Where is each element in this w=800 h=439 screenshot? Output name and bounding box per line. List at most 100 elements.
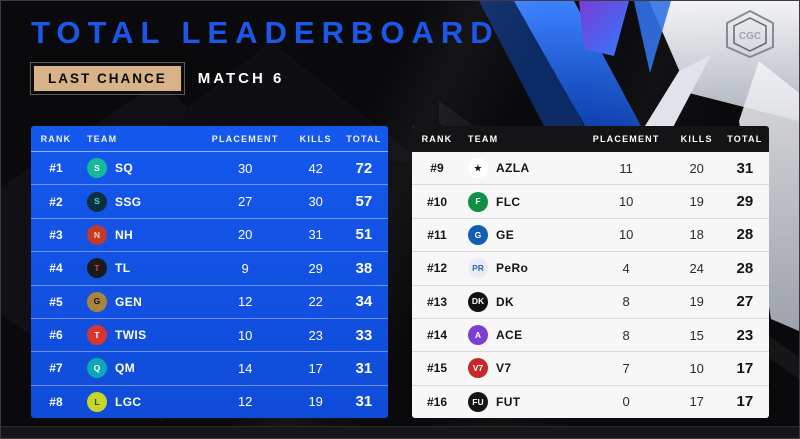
table-row: #7 Q QM 14 17 31 <box>31 351 388 384</box>
gen-logo: G <box>86 291 107 312</box>
kills-cell: 19 <box>689 294 704 310</box>
kills-cell: 19 <box>308 394 323 410</box>
subheader: LAST CHANCE MATCH 6 <box>30 62 284 95</box>
col-header-team: TEAM <box>86 133 118 144</box>
total-cell: 57 <box>355 193 373 211</box>
last-chance-badge: LAST CHANCE <box>30 62 185 95</box>
total-cell: 31 <box>736 159 754 177</box>
rank-cell: #12 <box>426 261 447 276</box>
ge-logo: G <box>467 224 488 245</box>
placement-cell: 10 <box>618 227 634 243</box>
team-cell: L LGC <box>81 391 199 412</box>
kills-cell: 22 <box>308 294 323 310</box>
rank-cell: #6 <box>49 328 63 343</box>
team-cell: F FLC <box>462 191 580 212</box>
team-cell: G GE <box>462 224 580 245</box>
kills-cell: 24 <box>689 260 704 276</box>
rank-cell: #2 <box>49 194 63 209</box>
fut-logo: FU <box>467 391 488 412</box>
team-name: PeRo <box>495 261 529 276</box>
rank-cell: #5 <box>49 294 63 309</box>
total-cell: 17 <box>736 393 754 411</box>
col-header-kills: KILLS <box>299 133 332 144</box>
leaderboard-table-ranks-9-16: RANK TEAM PLACEMENT KILLS TOTAL #9 ★ AZL… <box>412 126 769 418</box>
rank-cell: #3 <box>49 227 63 242</box>
rank-cell: #7 <box>49 361 63 376</box>
rank-cell: #14 <box>426 328 447 343</box>
v7-logo: V7 <box>467 358 488 379</box>
team-cell: V7 V7 <box>462 358 580 379</box>
rank-cell: #4 <box>49 261 63 276</box>
placement-cell: 11 <box>619 160 633 176</box>
total-cell: 34 <box>355 293 373 311</box>
kills-cell: 30 <box>308 194 323 210</box>
table-row: #6 T TWIS 10 23 33 <box>31 317 388 351</box>
kills-cell: 23 <box>308 327 323 343</box>
team-name: ACE <box>495 328 523 343</box>
team-name: QM <box>114 361 136 376</box>
team-cell: S SQ <box>81 158 199 179</box>
kills-cell: 31 <box>308 227 323 243</box>
leaderboard-tables: RANK TEAM PLACEMENT KILLS TOTAL #1 S SQ … <box>31 126 769 418</box>
placement-cell: 9 <box>241 260 249 276</box>
team-cell: Q QM <box>81 358 199 379</box>
kills-cell: 42 <box>308 160 323 176</box>
kills-cell: 19 <box>689 194 704 210</box>
table-row: #8 L LGC 12 19 31 <box>31 384 388 418</box>
team-name: SQ <box>114 161 134 176</box>
rank-cell: #1 <box>49 161 63 176</box>
table-row: #10 F FLC 10 19 29 <box>412 184 769 217</box>
cgc-logo-emblem: CGC <box>726 9 774 59</box>
table-header: RANK TEAM PLACEMENT KILLS TOTAL <box>412 126 769 152</box>
sq-logo: S <box>86 158 107 179</box>
placement-cell: 27 <box>237 194 253 210</box>
kills-cell: 17 <box>689 394 704 410</box>
nh-logo: N <box>86 224 107 245</box>
team-cell: S SSG <box>81 191 199 212</box>
table-row: #14 A ACE 8 15 23 <box>412 317 769 351</box>
placement-cell: 8 <box>622 294 630 310</box>
table-body-left: #1 S SQ 30 42 72 #2 S SSG 27 30 57 #3 N … <box>31 152 388 418</box>
total-cell: 38 <box>355 259 373 277</box>
team-cell: N NH <box>81 224 199 245</box>
team-cell: T TWIS <box>81 325 199 346</box>
rank-cell: #13 <box>426 294 447 309</box>
rank-cell: #15 <box>426 361 447 376</box>
rank-cell: #8 <box>49 394 63 409</box>
placement-cell: 12 <box>237 394 253 410</box>
table-row: #4 T TL 9 29 38 <box>31 251 388 284</box>
col-header-total: TOTAL <box>727 134 763 144</box>
placement-cell: 10 <box>618 194 634 210</box>
total-cell: 23 <box>736 326 754 344</box>
table-row: #3 N NH 20 31 51 <box>31 217 388 251</box>
qm-logo: Q <box>86 358 107 379</box>
team-cell: FU FUT <box>462 391 580 412</box>
table-row: #16 FU FUT 0 17 17 <box>412 384 769 418</box>
ace-logo: A <box>467 325 488 346</box>
dk-logo: DK <box>467 291 488 312</box>
total-cell: 72 <box>355 159 373 177</box>
placement-cell: 0 <box>622 394 630 410</box>
placement-cell: 20 <box>237 227 253 243</box>
team-cell: DK DK <box>462 291 580 312</box>
team-cell: PR PeRo <box>462 258 580 279</box>
cgc-logo-text: CGC <box>739 31 761 42</box>
placement-cell: 30 <box>237 160 253 176</box>
col-header-team: TEAM <box>467 134 499 144</box>
twis-logo: T <box>86 325 107 346</box>
col-header-kills: KILLS <box>680 134 713 144</box>
col-header-placement: PLACEMENT <box>592 134 660 144</box>
total-cell: 31 <box>355 393 373 411</box>
team-name: V7 <box>495 361 512 376</box>
placement-cell: 14 <box>237 360 253 376</box>
kills-cell: 10 <box>689 360 704 376</box>
total-cell: 31 <box>355 359 373 377</box>
table-row: #13 DK DK 8 19 27 <box>412 284 769 318</box>
team-name: GE <box>495 227 515 242</box>
rank-cell: #9 <box>430 161 444 176</box>
team-cell: ★ AZLA <box>462 158 580 179</box>
placement-cell: 8 <box>622 327 630 343</box>
team-cell: T TL <box>81 258 199 279</box>
kills-cell: 29 <box>308 260 323 276</box>
